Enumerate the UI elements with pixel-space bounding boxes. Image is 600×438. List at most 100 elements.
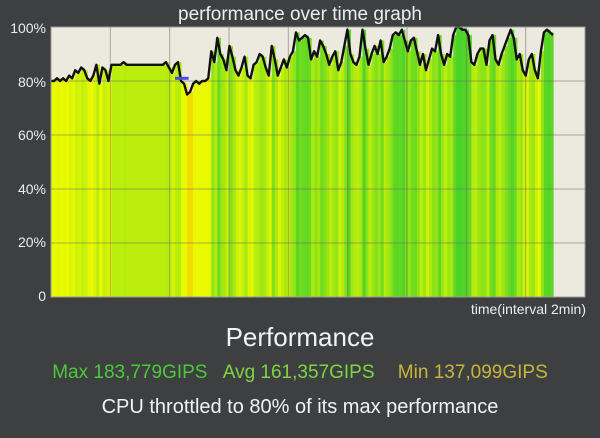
performance-bar (259, 54, 264, 297)
performance-bar (298, 40, 303, 297)
performance-bar (326, 54, 330, 297)
performance-bar (450, 56, 454, 298)
performance-bar (75, 70, 79, 297)
performance-bar (244, 56, 249, 298)
performance-bar (498, 64, 503, 297)
performance-bar (456, 27, 460, 297)
performance-bar (214, 62, 218, 297)
performance-bar (199, 83, 203, 297)
performance-bar (380, 40, 385, 297)
performance-bar (419, 64, 424, 297)
performance-bar (510, 29, 515, 297)
performance-bar (117, 64, 122, 297)
performance-bar (226, 70, 231, 297)
performance-bar (317, 56, 321, 298)
performance-bar (87, 78, 91, 297)
performance-bar (220, 54, 224, 297)
y-tick-label-0: 0 (38, 288, 46, 304)
performance-bar (395, 32, 400, 298)
stats-row: Max 183,779GIPS Avg 161,357GIPS Min 137,… (0, 362, 600, 384)
performance-bar (525, 75, 530, 297)
performance-bar (549, 32, 554, 298)
performance-bar (268, 75, 273, 297)
performance-bar (96, 64, 100, 297)
performance-bar (280, 67, 285, 297)
performance-bar (359, 56, 364, 298)
performance-bar (477, 54, 482, 297)
performance-bar (540, 51, 545, 297)
performance-bar (377, 54, 382, 297)
performance-bar (486, 64, 491, 297)
performance-bar (416, 51, 421, 297)
performance-bar (144, 64, 149, 297)
performance-bar (223, 59, 227, 298)
performance-bar (63, 78, 67, 297)
performance-bar (338, 70, 342, 297)
performance-bar (114, 64, 119, 297)
performance-bar (305, 35, 309, 297)
performance-bar (516, 59, 521, 298)
performance-bar (283, 59, 288, 298)
performance-bar (271, 45, 276, 298)
stat-max: Max 183,779GIPS (52, 362, 208, 383)
performance-bar (178, 62, 182, 297)
performance-bar (308, 37, 312, 298)
performance-bar (235, 70, 240, 297)
performance-bar (126, 64, 131, 297)
performance-bar (241, 67, 246, 297)
performance-bar (398, 35, 403, 297)
performance-bar (474, 64, 478, 297)
performance-bar (504, 45, 509, 298)
performance-bar (371, 54, 376, 297)
performance-bar (480, 48, 485, 297)
performance-bar (69, 75, 73, 297)
performance-bar (429, 59, 433, 298)
performance-bar (353, 62, 358, 297)
performance-bar (277, 75, 282, 297)
performance-bar (81, 67, 85, 297)
y-tick-label-40: 40% (17, 181, 46, 197)
performance-bar (93, 75, 97, 297)
performance-bar (425, 70, 430, 297)
performance-bar (356, 64, 361, 297)
performance-bar (174, 64, 179, 297)
performance-bar (350, 54, 355, 297)
plot-area (50, 25, 586, 298)
performance-bar (329, 64, 333, 297)
performance-bar (292, 51, 297, 297)
performance-bar (513, 37, 518, 298)
performance-bar (432, 48, 436, 297)
performance-bar (211, 51, 215, 297)
performance-bar (383, 62, 388, 297)
performance-bar (111, 64, 116, 297)
performance-bar (229, 45, 234, 298)
throttle-note: CPU throttled to 80% of its max performa… (101, 396, 499, 418)
performance-bar (483, 48, 488, 297)
performance-bar (344, 45, 348, 298)
y-tick-label-20: 20% (17, 234, 46, 250)
performance-bar (150, 64, 155, 297)
performance-bar (537, 78, 542, 297)
performance-bar (78, 72, 82, 298)
performance-bar (171, 72, 176, 298)
performance-bar (302, 37, 306, 298)
y-tick-label-100: 100% (10, 20, 46, 36)
performance-bar (522, 70, 527, 297)
performance-bar (501, 54, 506, 297)
performance-bar (187, 94, 191, 297)
performance-bar (471, 62, 475, 297)
performance-bar (528, 59, 533, 298)
performance-bar (159, 64, 164, 297)
performance-bar (320, 40, 324, 297)
performance-bar (534, 70, 539, 297)
performance-bar (184, 83, 188, 297)
performance-bar (250, 78, 255, 297)
performance-bar (84, 70, 88, 297)
performance-bar (247, 75, 252, 297)
performance-bar (162, 64, 167, 297)
performance-bar (447, 54, 451, 297)
performance-bar (347, 29, 351, 297)
performance-bar (274, 59, 279, 298)
performance-bar (147, 64, 152, 297)
